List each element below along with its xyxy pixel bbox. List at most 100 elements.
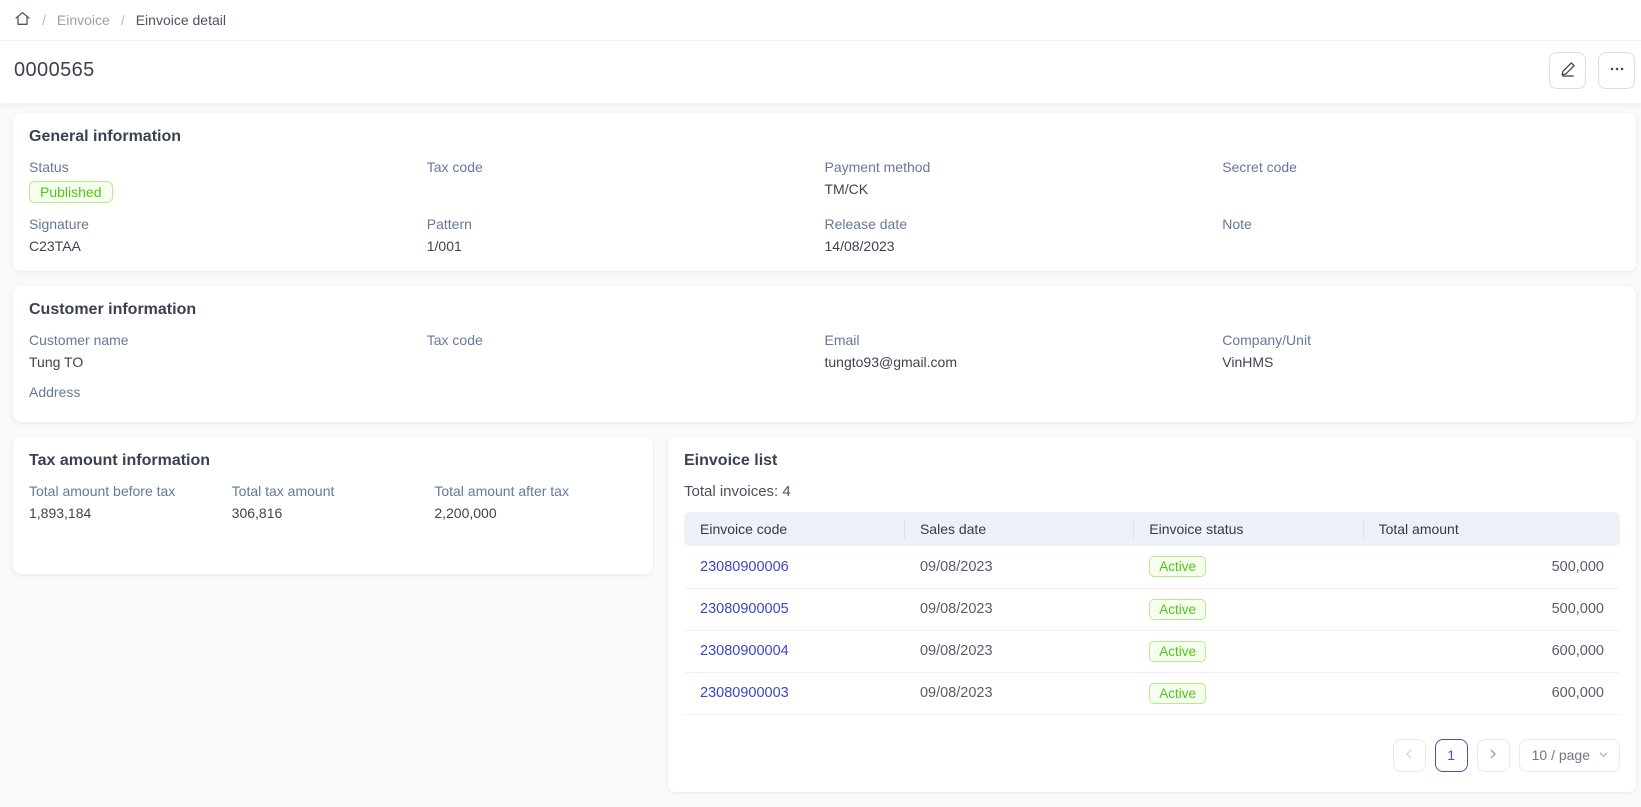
field-value: [1222, 181, 1620, 198]
breadcrumb: / Einvoice / Einvoice detail: [0, 0, 1641, 41]
customer-information-grid: Customer name Tung TO Tax code Email tun…: [29, 332, 1620, 406]
pagination-next-button[interactable]: [1477, 739, 1510, 772]
bottom-row: Tax amount information Total amount befo…: [13, 437, 1636, 807]
breadcrumb-separator: /: [121, 12, 125, 28]
field-total-before-tax: Total amount before tax 1,893,184: [29, 483, 232, 522]
field-label: Total amount after tax: [434, 483, 637, 499]
table-row: 23080900005 09/08/2023 Active 500,000: [684, 588, 1620, 630]
general-information-title: General information: [29, 128, 1620, 146]
customer-information-card: Customer information Customer name Tung …: [13, 286, 1636, 422]
pagination: 1 10 / page: [684, 739, 1620, 772]
sales-date-cell: 09/08/2023: [904, 672, 1133, 714]
ellipsis-icon: [1609, 61, 1625, 80]
column-header-einvoice-status: Einvoice status: [1133, 512, 1362, 546]
breadcrumb-separator: /: [42, 12, 46, 28]
field-label: Address: [29, 384, 427, 400]
einvoice-code-link[interactable]: 23080900004: [700, 643, 789, 659]
edit-pencil-icon: [1560, 61, 1576, 80]
pagination-prev-button[interactable]: [1393, 739, 1426, 772]
field-label: Company/Unit: [1222, 332, 1620, 348]
field-value: [1222, 238, 1620, 255]
field-label: Note: [1222, 216, 1620, 232]
tax-amount-title: Tax amount information: [29, 452, 637, 470]
pagination-page-1-button[interactable]: 1: [1435, 739, 1468, 772]
breadcrumb-home-link[interactable]: [14, 10, 31, 30]
table-row: 23080900003 09/08/2023 Active 600,000: [684, 672, 1620, 714]
page-content: General information Status Published Tax…: [0, 103, 1641, 807]
field-label: Tax code: [427, 159, 825, 175]
field-customer-name: Customer name Tung TO: [29, 332, 427, 371]
title-row: 0000565: [0, 41, 1641, 103]
total-amount-cell: 500,000: [1363, 588, 1620, 630]
tax-amount-card: Tax amount information Total amount befo…: [13, 437, 653, 574]
field-label: Total tax amount: [232, 483, 435, 499]
einvoice-list-title: Einvoice list: [684, 452, 1620, 470]
chevron-right-icon: [1487, 747, 1499, 763]
sales-date-cell: 09/08/2023: [904, 588, 1133, 630]
field-value: [427, 181, 825, 198]
table-row: 23080900004 09/08/2023 Active 600,000: [684, 630, 1620, 672]
field-company-unit: Company/Unit VinHMS: [1222, 332, 1620, 371]
status-badge: Active: [1149, 641, 1206, 662]
status-badge: Published: [29, 181, 113, 203]
field-label: Customer name: [29, 332, 427, 348]
status-badge: Active: [1149, 683, 1206, 704]
field-value: [427, 354, 825, 371]
field-label: Tax code: [427, 332, 825, 348]
field-signature: Signature C23TAA: [29, 216, 427, 255]
einvoice-code-link[interactable]: 23080900005: [700, 601, 789, 617]
field-label: Release date: [825, 216, 1223, 232]
total-amount-cell: 500,000: [1363, 546, 1620, 588]
home-icon: [14, 10, 31, 30]
title-actions: [1549, 52, 1635, 89]
field-value: Tung TO: [29, 354, 427, 371]
column-header-einvoice-code: Einvoice code: [684, 512, 904, 546]
table-header-row: Einvoice code Sales date Einvoice status…: [684, 512, 1620, 546]
total-invoices-label: Total invoices: 4: [684, 483, 1620, 500]
field-release-date: Release date 14/08/2023: [825, 216, 1223, 255]
page-size-value: 10 / page: [1532, 747, 1590, 763]
status-badge: Active: [1149, 599, 1206, 620]
field-secret-code: Secret code: [1222, 159, 1620, 203]
field-label: Secret code: [1222, 159, 1620, 175]
field-label: Email: [825, 332, 1223, 348]
field-label: Pattern: [427, 216, 825, 232]
field-tax-code: Tax code: [427, 159, 825, 203]
status-badge: Active: [1149, 556, 1206, 577]
field-total-after-tax: Total amount after tax 2,200,000: [434, 483, 637, 522]
page-header: / Einvoice / Einvoice detail 0000565: [0, 0, 1641, 103]
page-size-select[interactable]: 10 / page: [1519, 739, 1620, 772]
general-information-grid: Status Published Tax code Payment method…: [29, 159, 1620, 255]
field-value: TM/CK: [825, 181, 1223, 198]
einvoice-code-link[interactable]: 23080900006: [700, 559, 789, 575]
sales-date-cell: 09/08/2023: [904, 630, 1133, 672]
edit-button[interactable]: [1549, 52, 1586, 89]
tax-amount-grid: Total amount before tax 1,893,184 Total …: [29, 483, 637, 522]
total-amount-cell: 600,000: [1363, 630, 1620, 672]
more-actions-button[interactable]: [1598, 52, 1635, 89]
field-value: tungto93@gmail.com: [825, 354, 1223, 371]
field-total-tax: Total tax amount 306,816: [232, 483, 435, 522]
field-value: 306,816: [232, 505, 435, 522]
field-label: Signature: [29, 216, 427, 232]
chevron-left-icon: [1403, 747, 1415, 763]
field-label: Status: [29, 159, 427, 175]
breadcrumb-item-einvoice[interactable]: Einvoice: [57, 12, 110, 28]
sales-date-cell: 09/08/2023: [904, 546, 1133, 588]
field-customer-tax-code: Tax code: [427, 332, 825, 371]
field-value: 1,893,184: [29, 505, 232, 522]
field-payment-method: Payment method TM/CK: [825, 159, 1223, 203]
field-pattern: Pattern 1/001: [427, 216, 825, 255]
chevron-down-icon: [1598, 747, 1609, 763]
field-value: 14/08/2023: [825, 238, 1223, 255]
customer-information-title: Customer information: [29, 301, 1620, 319]
field-value: C23TAA: [29, 238, 427, 255]
general-information-card: General information Status Published Tax…: [13, 113, 1636, 271]
field-value: VinHMS: [1222, 354, 1620, 371]
field-email: Email tungto93@gmail.com: [825, 332, 1223, 371]
field-label: Total amount before tax: [29, 483, 232, 499]
breadcrumb-item-einvoice-detail: Einvoice detail: [136, 12, 226, 28]
einvoice-code-link[interactable]: 23080900003: [700, 685, 789, 701]
field-value: 1/001: [427, 238, 825, 255]
column-header-sales-date: Sales date: [904, 512, 1133, 546]
